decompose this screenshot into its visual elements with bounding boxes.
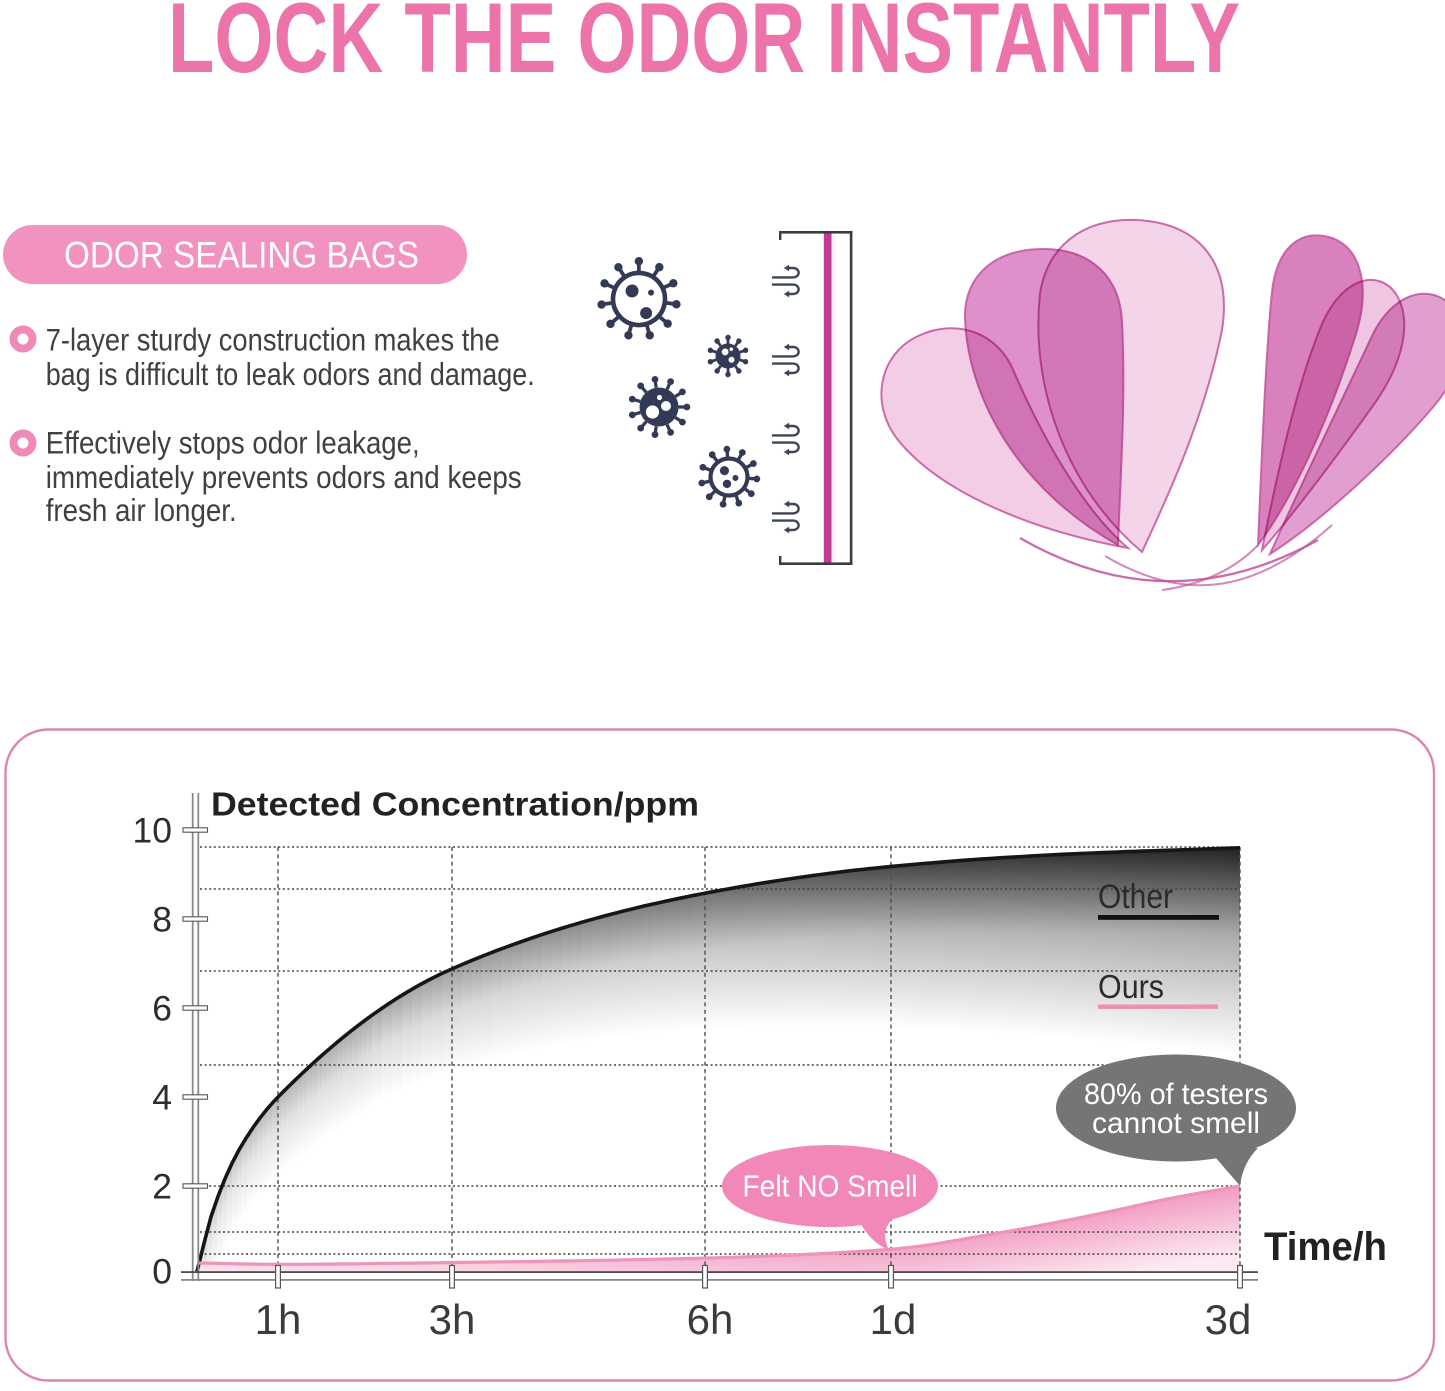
svg-text:1h: 1h	[255, 1296, 302, 1343]
svg-text:Other: Other	[1098, 878, 1173, 916]
svg-text:0: 0	[152, 1251, 172, 1291]
svg-text:Time/h: Time/h	[1264, 1225, 1387, 1269]
svg-text:3d: 3d	[1205, 1296, 1252, 1343]
svg-text:Ours: Ours	[1098, 968, 1164, 1005]
svg-text:8: 8	[152, 899, 172, 939]
svg-text:80% of testers: 80% of testers	[1084, 1078, 1268, 1111]
svg-text:immediately prevents odors and: immediately prevents odors and keeps	[46, 459, 522, 495]
svg-text:Felt NO Smell: Felt NO Smell	[743, 1169, 918, 1204]
svg-text:7-layer sturdy construction ma: 7-layer sturdy construction makes the	[46, 321, 500, 357]
svg-text:4: 4	[152, 1077, 172, 1117]
svg-text:6: 6	[152, 988, 172, 1028]
svg-text:Effectively stops odor leakage: Effectively stops odor leakage,	[46, 424, 420, 460]
svg-text:1d: 1d	[870, 1296, 917, 1343]
svg-text:Detected Concentration/ppm: Detected Concentration/ppm	[211, 787, 699, 824]
svg-text:cannot smell: cannot smell	[1092, 1107, 1260, 1140]
svg-text:fresh air longer.: fresh air longer.	[46, 492, 237, 528]
svg-text:2: 2	[152, 1166, 172, 1206]
svg-text:6h: 6h	[687, 1296, 734, 1343]
svg-text:ODOR SEALING BAGS: ODOR SEALING BAGS	[64, 234, 419, 276]
svg-text:3h: 3h	[429, 1296, 476, 1343]
svg-text:10: 10	[133, 810, 173, 850]
svg-text:bag is difficult to leak odors: bag is difficult to leak odors and damag…	[46, 356, 535, 392]
svg-text:LOCK THE ODOR INSTANTLY: LOCK THE ODOR INSTANTLY	[168, 0, 1240, 93]
